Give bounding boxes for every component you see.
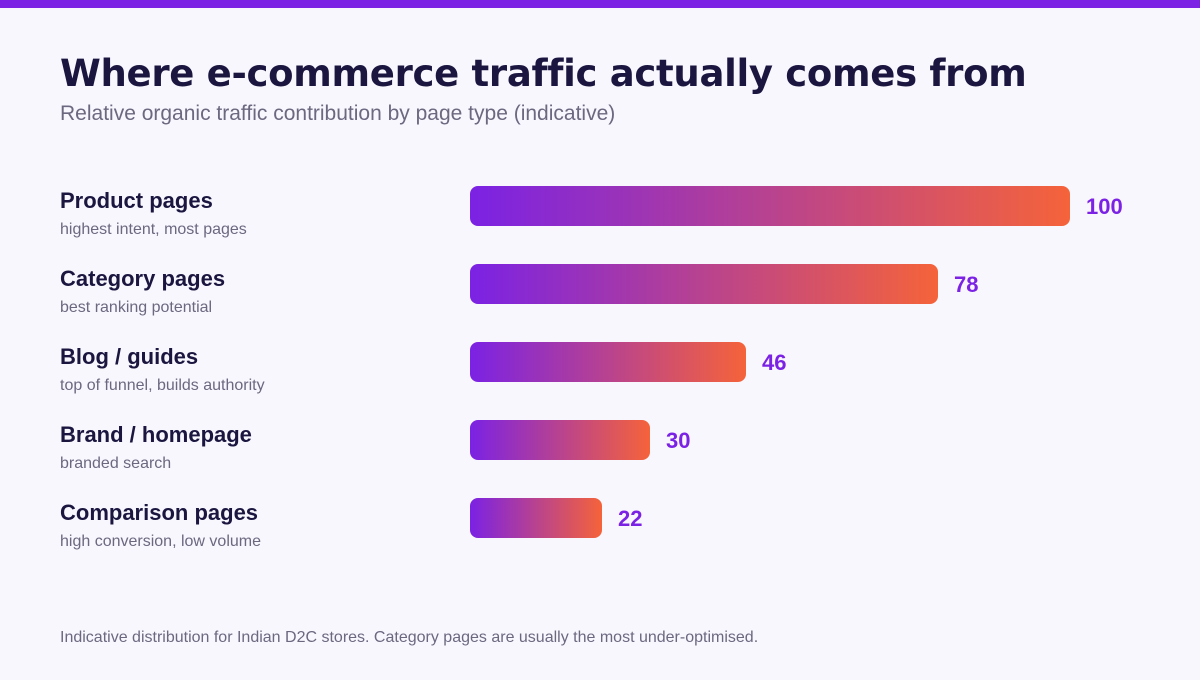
top-accent-bar	[0, 0, 1200, 8]
category-name: Blog / guides	[60, 344, 199, 369]
category-description: highest intent, most pages	[60, 221, 247, 238]
category-label: Product pages highest intent, most pages	[60, 188, 440, 240]
bar	[470, 264, 938, 304]
bar	[470, 420, 650, 460]
category-label: Blog / guides top of funnel, builds autho…	[60, 344, 440, 396]
chart-subtitle: Relative organic traffic contribution by…	[60, 102, 616, 125]
bar-value-label: 46	[762, 350, 787, 375]
bar-value-label: 78	[954, 272, 979, 297]
bar	[470, 342, 746, 382]
bar-value-label: 100	[1086, 194, 1123, 219]
category-name: Category pages	[60, 266, 226, 291]
chart-title: Where e-commerce traffic actually comes …	[60, 52, 1027, 95]
category-description: high conversion, low volume	[60, 533, 261, 550]
category-label: Comparison pages high conversion, low vol…	[60, 500, 440, 552]
category-name: Product pages	[60, 188, 213, 213]
category-label: Brand / homepage branded search	[60, 422, 440, 474]
category-name: Brand / homepage	[60, 422, 252, 447]
category-description: top of funnel, builds authority	[60, 377, 265, 394]
footnote: Indicative distribution for Indian D2C s…	[60, 629, 759, 646]
category-name: Comparison pages	[60, 500, 259, 525]
bar	[470, 186, 1070, 226]
category-description: branded search	[60, 455, 172, 472]
bar-value-label: 22	[618, 506, 643, 531]
bar	[470, 498, 602, 538]
bar-value-label: 30	[666, 428, 691, 453]
category-description: best ranking potential	[60, 299, 213, 316]
category-label: Category pages best ranking potential	[60, 266, 440, 318]
